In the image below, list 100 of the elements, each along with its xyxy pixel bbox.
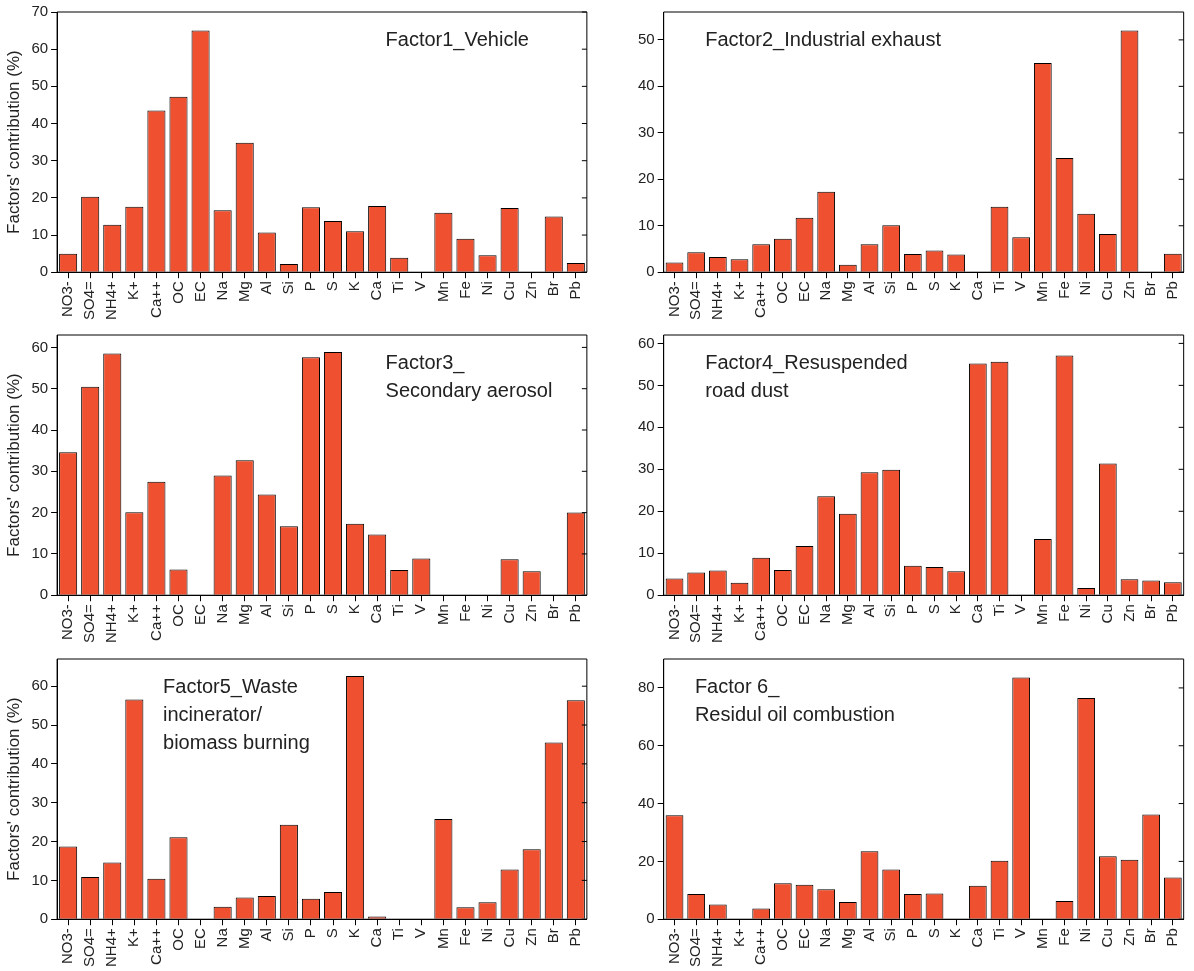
x-tick-label: K+: [124, 280, 142, 300]
x-tick-label: S: [924, 928, 942, 939]
x-tick-label: Ca: [367, 280, 385, 301]
x-tick-label: Al: [859, 928, 877, 942]
x-tick-label: Zn: [521, 604, 539, 622]
x-tick-label: S: [323, 604, 341, 615]
x-tick-label: Br: [1141, 281, 1159, 297]
x-tick-label: Zn: [1119, 928, 1137, 946]
y-tick-label: 30: [31, 792, 49, 810]
x-tick-label: S: [924, 604, 942, 615]
x-tick-label: K+: [729, 280, 747, 300]
x-tick-label: Na: [212, 927, 230, 948]
text: Factor 6_ Residul oil combustion: [694, 674, 895, 725]
x-tick-label: K: [946, 604, 964, 615]
y-axis-title: Factors' contribution (%): [3, 373, 23, 557]
x-tick-label: P: [301, 604, 319, 615]
x-tick-label: Br: [543, 604, 561, 620]
y-tick-label: 50: [638, 375, 655, 393]
x-tick-label: Fe: [455, 281, 473, 299]
x-tick-label: K: [345, 281, 363, 292]
x-tick-label: Mn: [433, 604, 451, 626]
y-tick-label: 60: [638, 333, 655, 351]
x-tick-label: Zn: [1119, 604, 1137, 622]
text: Factor1_Vehicle: [385, 27, 529, 51]
x-tick-label: Mg: [234, 281, 252, 303]
x-tick-label: Al: [256, 928, 274, 942]
x-tick-label: Br: [543, 281, 561, 297]
x-tick-label: Si: [279, 928, 297, 942]
x-tick-label: Ni: [477, 604, 495, 619]
x-tick-label: K: [345, 604, 363, 615]
x-tick-label: OC: [772, 928, 790, 951]
x-tick-label: Na: [212, 280, 230, 301]
x-tick-label: SO4=: [686, 603, 704, 644]
x-tick-label: Si: [279, 281, 297, 295]
x-tick-label: EC: [794, 928, 812, 950]
y-tick-label: 10: [31, 544, 49, 562]
x-tick-label: Ca: [967, 280, 985, 301]
x-tick-label: NH4+: [102, 281, 120, 321]
x-tick-label: S: [323, 928, 341, 939]
x-tick-label: Mn: [1032, 928, 1050, 950]
x-tick-label: Pb: [1162, 604, 1180, 623]
x-tick-label: EC: [190, 281, 208, 303]
x-tick-label: Si: [881, 604, 899, 618]
y-tick-label: 30: [638, 459, 655, 477]
y-tick-label: 20: [638, 169, 655, 187]
x-tick-label: Ti: [989, 604, 1007, 617]
x-tick-label: V: [1011, 604, 1029, 615]
x-tick-label: Si: [279, 604, 297, 618]
x-tick-label: Mg: [837, 281, 855, 303]
x-tick-label: Pb: [565, 928, 583, 947]
y-tick-label: 40: [31, 754, 49, 772]
x-tick-label: Si: [881, 281, 899, 295]
x-tick-label: EC: [794, 604, 812, 626]
y-tick-label: 10: [31, 225, 49, 243]
y-tick-label: 60: [638, 735, 655, 753]
y-tick-label: 80: [638, 678, 655, 696]
x-tick-label: NO3-: [664, 928, 682, 965]
y-axis-title: Factors' contribution (%): [3, 697, 23, 881]
x-tick-label: K+: [729, 927, 747, 947]
x-tick-label: S: [924, 281, 942, 292]
x-tick-label: Na: [212, 603, 230, 624]
x-tick-label: K+: [124, 927, 142, 947]
x-tick-label: S: [323, 281, 341, 292]
x-tick-label: Ni: [477, 281, 495, 296]
x-tick-label: NO3-: [58, 604, 76, 641]
x-tick-label: Ti: [389, 604, 407, 617]
x-tick-label: K: [946, 281, 964, 292]
y-tick-label: 10: [31, 870, 49, 888]
x-tick-label: Ti: [989, 281, 1007, 294]
x-tick-label: Ni: [1076, 604, 1094, 619]
x-tick-label: Ti: [989, 928, 1007, 941]
x-tick-label: K+: [124, 603, 142, 623]
x-tick-label: NH4+: [707, 928, 725, 968]
x-tick-label: Ca++: [751, 280, 769, 318]
x-tick-label: Pb: [565, 604, 583, 623]
x-tick-label: Zn: [1119, 281, 1137, 299]
x-tick-label: SO4=: [80, 603, 98, 644]
x-tick-label: SO4=: [686, 927, 704, 968]
x-tick-label: K: [946, 928, 964, 939]
y-tick-label: 20: [31, 831, 49, 849]
x-tick-label: Ca: [967, 603, 985, 624]
x-tick-label: Br: [1141, 604, 1159, 620]
y-tick-label: 20: [31, 188, 49, 206]
x-tick-label: Al: [859, 604, 877, 618]
x-tick-label: Cu: [1097, 604, 1115, 624]
x-tick-label: Al: [859, 281, 877, 295]
y-tick-label: 0: [646, 909, 655, 927]
x-tick-label: NH4+: [102, 928, 120, 968]
y-axis-title: Factors' contribution (%): [3, 50, 23, 234]
x-tick-label: V: [1011, 281, 1029, 292]
x-tick-label: V: [411, 281, 429, 292]
y-tick-label: 30: [31, 150, 49, 168]
x-tick-label: NH4+: [707, 604, 725, 644]
x-tick-label: Br: [1141, 928, 1159, 944]
x-tick-label: Ca++: [751, 927, 769, 965]
y-tick-label: 0: [646, 262, 655, 280]
x-tick-label: P: [902, 281, 920, 292]
y-tick-label: 30: [31, 461, 49, 479]
y-tick-label: 50: [31, 715, 49, 733]
x-tick-label: Pb: [1162, 928, 1180, 947]
